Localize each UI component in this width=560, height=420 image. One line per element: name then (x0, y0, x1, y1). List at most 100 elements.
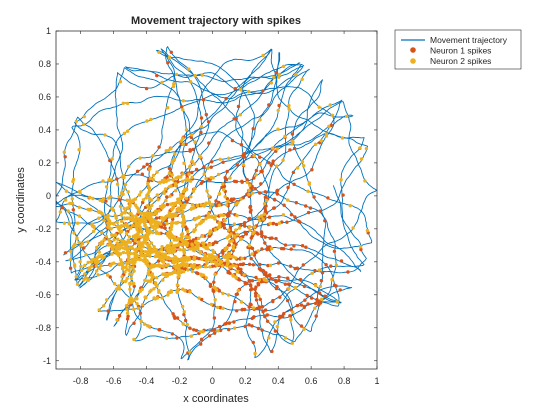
neuron-2-spike (226, 156, 231, 160)
neuron-2-spike (319, 139, 323, 143)
neuron-2-spike (122, 131, 127, 136)
neuron-2-spike (157, 231, 161, 236)
neuron-2-spike (126, 206, 130, 210)
neuron-2-spike (81, 122, 86, 127)
neuron-2-spike (145, 226, 150, 230)
neuron-1-spike (233, 299, 237, 304)
plot-frame (55, 30, 378, 370)
neuron-1-spike (256, 281, 260, 286)
neuron-1-spike (224, 178, 229, 182)
neuron-2-spike (151, 230, 155, 235)
neuron-1-spike (157, 328, 162, 332)
neuron-2-spike (191, 189, 196, 193)
neuron-2-spike (273, 320, 277, 324)
neuron-2-spike (185, 178, 190, 182)
x-tick-label: 0 (210, 376, 215, 386)
neuron-2-spike (217, 221, 221, 225)
x-tick-label: 0.6 (305, 376, 318, 386)
neuron-2-spike (203, 253, 207, 257)
neuron-2-spike (148, 176, 153, 181)
neuron-2-spike (245, 180, 249, 185)
neuron-2-spike (133, 203, 138, 207)
neuron-1-spike (68, 266, 73, 270)
neuron-2-spike (168, 194, 172, 198)
neuron-1-spike (194, 328, 199, 333)
neuron-1-spike (304, 204, 308, 208)
neuron-2-spike (126, 258, 131, 262)
x-tick-label: -0.6 (106, 376, 122, 386)
neuron-1-spike (222, 226, 227, 230)
neuron-2-spike (192, 257, 196, 262)
neuron-2-spike (149, 117, 153, 122)
neuron-2-spike (169, 290, 173, 294)
neuron-1-spike (259, 182, 263, 186)
neuron-2-spike (209, 256, 214, 260)
neuron-2-spike (290, 142, 294, 146)
neuron-2-spike (281, 158, 285, 162)
y-tick-label: 1 (46, 26, 51, 36)
neuron-2-spike (176, 197, 180, 201)
y-tick-label: 0.4 (38, 125, 51, 135)
neuron-1-spike (71, 208, 76, 212)
neuron-1-spike (248, 204, 253, 209)
neuron-2-spike (86, 240, 90, 244)
neuron-1-spike (292, 146, 297, 151)
neuron-2-spike (107, 178, 111, 182)
neuron-2-spike (237, 226, 242, 230)
neuron-2-spike (226, 199, 230, 204)
neuron-2-spike (224, 203, 229, 207)
neuron-2-spike (138, 251, 143, 255)
neuron-1-spike (182, 312, 186, 317)
neuron-2-spike (148, 290, 152, 294)
x-tick-label: -0.8 (73, 376, 89, 386)
neuron-1-spike (202, 165, 206, 169)
legend[interactable]: Movement trajectory Neuron 1 spikes Neur… (394, 29, 522, 70)
neuron-1-spike (199, 342, 203, 346)
neuron-1-spike (315, 297, 319, 302)
neuron-2-spike (174, 72, 179, 77)
neuron-2-spike (167, 55, 172, 59)
neuron-2-spike (150, 203, 154, 208)
neuron-2-spike (330, 277, 334, 282)
neuron-2-spike (162, 272, 166, 276)
neuron-2-spike (97, 308, 101, 312)
neuron-1-spike (166, 61, 170, 65)
neuron-2-spike (225, 246, 229, 250)
neuron-2-spike (143, 214, 147, 218)
neuron-1-spike (261, 310, 265, 314)
y-tick-label: 0.6 (38, 92, 51, 102)
neuron-2-spike (166, 263, 170, 267)
neuron-2-spike (150, 263, 154, 268)
neuron-2-spike (160, 296, 164, 300)
neuron-1-spike (180, 105, 184, 109)
neuron-2-spike (68, 258, 73, 262)
neuron-1-spike (260, 305, 265, 309)
neuron-2-spike (149, 273, 154, 277)
neuron-2-spike (199, 220, 204, 224)
neuron-1-spike (199, 337, 204, 341)
neuron-1-spike (165, 195, 169, 199)
neuron-2-spike (62, 221, 67, 225)
neuron-2-spike (104, 185, 109, 189)
neuron-2-spike (106, 223, 111, 227)
neuron-2-spike (199, 125, 204, 129)
neuron-2-spike (259, 214, 264, 218)
neuron-2-spike (250, 252, 254, 256)
neuron-2-spike (239, 197, 243, 201)
neuron-2-spike (175, 283, 180, 287)
neuron-2-spike (290, 139, 295, 143)
neuron-1-spike (250, 324, 254, 328)
neuron-2-spike (256, 249, 260, 253)
neuron-2-spike (68, 201, 72, 206)
neuron-2-spike (133, 260, 137, 264)
neuron-1-spike (258, 297, 262, 302)
neuron-2-spike (152, 219, 157, 224)
neuron-2-spike (153, 281, 158, 285)
neuron-2-spike (79, 244, 83, 248)
neuron-1-spike (207, 234, 211, 238)
neuron-2-spike (234, 264, 238, 268)
neuron-1-spike (235, 309, 239, 313)
neuron-2-spike (251, 306, 256, 310)
neuron-2-spike (164, 198, 168, 203)
neuron-2-spike (125, 216, 129, 220)
